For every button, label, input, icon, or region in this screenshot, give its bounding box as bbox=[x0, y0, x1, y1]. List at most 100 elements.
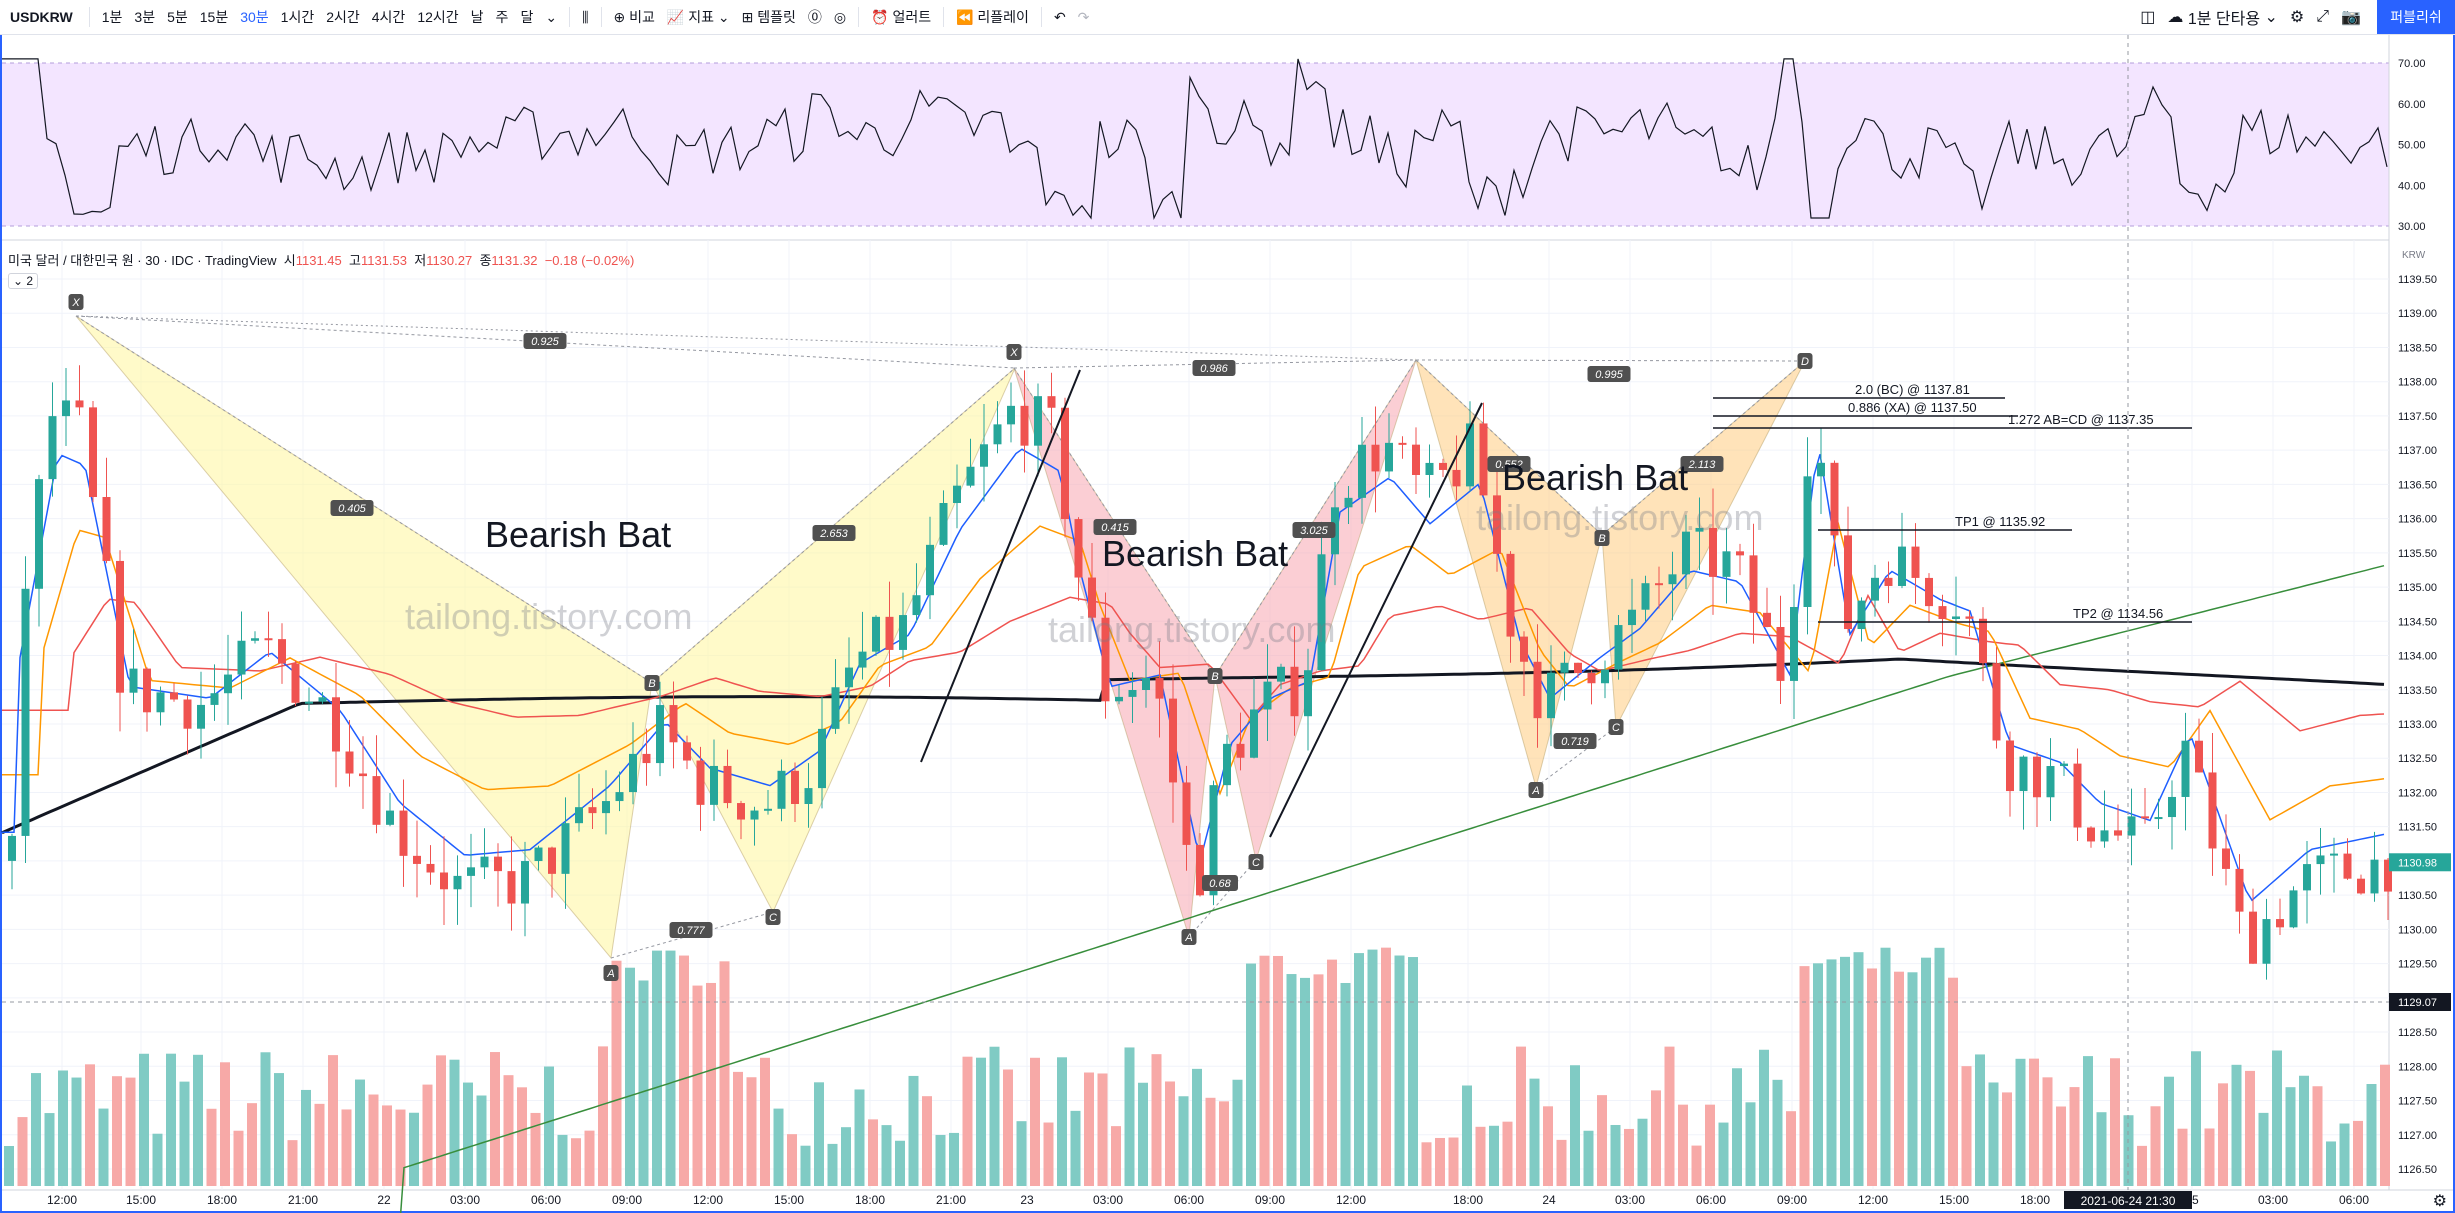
ratio-label: 0.986 bbox=[1200, 363, 1228, 375]
volume-bar bbox=[2042, 1077, 2053, 1186]
interval-1분[interactable]: 1분 bbox=[101, 9, 123, 25]
target-label: TP1 @ 1135.92 bbox=[1955, 514, 2045, 529]
volume-bar bbox=[1894, 971, 1904, 1186]
candle-body bbox=[210, 693, 219, 705]
interval-dropdown-icon[interactable]: ⌄ bbox=[545, 8, 558, 25]
interval-3분[interactable]: 3분 bbox=[134, 9, 156, 25]
indicator-chart-icon: 📈 bbox=[666, 8, 689, 25]
compare-button[interactable]: ⊕ 비교 bbox=[608, 0, 661, 34]
candle-body bbox=[588, 807, 597, 814]
volume-bar bbox=[301, 1089, 311, 1186]
candle-body bbox=[1061, 407, 1069, 520]
indicator-count: 2 bbox=[26, 274, 34, 288]
time-tick-label: 03:00 bbox=[2258, 1193, 2288, 1207]
volume-bar bbox=[706, 982, 716, 1186]
candle-body bbox=[534, 847, 543, 862]
volume-bar bbox=[166, 1053, 176, 1186]
volume-bar bbox=[1651, 1090, 1661, 1186]
interval-12시간[interactable]: 12시간 bbox=[417, 9, 459, 25]
templates-button[interactable]: ⊞ 템플릿 bbox=[736, 0, 802, 34]
watermark: tailong.tistory.com bbox=[1048, 609, 1336, 650]
volume-bar bbox=[1286, 974, 1297, 1186]
layout-label: 1분 단타용 bbox=[2187, 11, 2261, 28]
point-b-label: B bbox=[648, 678, 655, 690]
replay-button[interactable]: ⏪ 리플레이 bbox=[950, 0, 1035, 34]
price-tick-label: 1135.50 bbox=[2398, 548, 2437, 560]
high-label: 고 bbox=[348, 253, 361, 268]
interval-5분[interactable]: 5분 bbox=[167, 9, 188, 25]
volume-bar bbox=[2353, 1120, 2363, 1186]
candle-body bbox=[2154, 817, 2163, 820]
interval-달[interactable]: 달 bbox=[520, 9, 534, 25]
time-tick-label: 12:00 bbox=[1858, 1193, 1888, 1207]
hotkey-icon[interactable]: ⓪ bbox=[807, 9, 822, 25]
ratio-label: 2.113 bbox=[1688, 459, 1717, 471]
volume-bar bbox=[1610, 1124, 1621, 1186]
symbol-search[interactable]: USDKRW bbox=[10, 9, 73, 25]
volume-bar bbox=[247, 1103, 257, 1186]
candle-body bbox=[2100, 830, 2109, 842]
candle-body bbox=[1871, 577, 1879, 601]
volume-bar bbox=[1192, 1068, 1202, 1186]
candle-body bbox=[1493, 495, 1501, 554]
undo-icon[interactable]: ↶ bbox=[1053, 8, 1066, 25]
candle-body bbox=[197, 704, 205, 729]
candle-body bbox=[1182, 782, 1191, 845]
volume-bar bbox=[98, 1108, 109, 1186]
time-tick-label: 24 bbox=[1542, 1193, 1556, 1207]
volume-bar bbox=[2299, 1075, 2309, 1186]
candle-body bbox=[2262, 919, 2271, 964]
volume-bar bbox=[1664, 1046, 1675, 1186]
trend-line bbox=[1269, 402, 1483, 838]
candle-style-icon[interactable]: ⫼ bbox=[582, 8, 589, 25]
interval-1시간[interactable]: 1시간 bbox=[280, 9, 315, 25]
volume-bar bbox=[1934, 947, 1945, 1186]
alert-button[interactable]: ⏰ 얼러트 bbox=[865, 0, 937, 34]
pattern-ratio-line bbox=[1013, 359, 1417, 369]
volume-bar bbox=[989, 1046, 1000, 1186]
interval-2시간[interactable]: 2시간 bbox=[326, 9, 360, 25]
publish-button[interactable]: 퍼블리쉬 bbox=[2377, 0, 2455, 34]
interval-15분[interactable]: 15분 bbox=[199, 9, 229, 25]
price-tick-label: 1139.50 bbox=[2398, 274, 2437, 286]
rsi-tick-label: 60.00 bbox=[2398, 99, 2426, 111]
ratio-label: 3.025 bbox=[1300, 525, 1328, 537]
candle-body bbox=[480, 856, 489, 868]
plus-circle-icon: ⊕ bbox=[613, 8, 630, 25]
indicators-button[interactable]: 📈 지표 ⌄ bbox=[666, 8, 730, 26]
volume-bar bbox=[827, 1143, 838, 1186]
time-tick-label: 15:00 bbox=[126, 1193, 156, 1207]
volume-bar bbox=[1975, 1054, 1985, 1186]
panel-layout-icon[interactable]: ◫ bbox=[2140, 9, 2156, 26]
volume-bar bbox=[1597, 1095, 1607, 1186]
camera-icon[interactable]: 📷 bbox=[2341, 9, 2361, 26]
candle-body bbox=[1128, 689, 1137, 697]
volume-bar bbox=[1367, 949, 1378, 1186]
indicator-collapse-button[interactable]: ⌄ 2 bbox=[8, 273, 39, 289]
redo-icon[interactable]: ↷ bbox=[1077, 8, 1090, 25]
crosshair-time-label: 2021-06-24 21:30 bbox=[2081, 1194, 2176, 1208]
interval-주[interactable]: 주 bbox=[495, 9, 509, 25]
point-a-label: A bbox=[1531, 785, 1539, 797]
ratio-label-bg bbox=[330, 500, 374, 516]
candle-body bbox=[845, 667, 853, 688]
candle-body bbox=[102, 497, 111, 561]
volume-bar bbox=[1448, 1137, 1459, 1186]
favorites-icon[interactable]: ◎ bbox=[833, 8, 847, 25]
fullscreen-icon[interactable]: ⤢ bbox=[2316, 8, 2330, 25]
settings-gear-icon[interactable]: ⚙ bbox=[2289, 9, 2305, 26]
interval-4시간[interactable]: 4시간 bbox=[371, 9, 406, 25]
time-tick-label: 12:00 bbox=[693, 1193, 723, 1207]
chart-settings-icon[interactable]: ⚙ bbox=[2432, 1193, 2447, 1210]
volume-bar bbox=[1097, 1073, 1108, 1186]
toolbar-divider bbox=[858, 7, 860, 27]
candle-body bbox=[750, 810, 759, 820]
interval-날[interactable]: 날 bbox=[470, 9, 484, 25]
point-d-label-bg bbox=[1797, 353, 1813, 369]
layout-button[interactable]: ☁ 1분 단타용 ⌄ bbox=[2161, 0, 2284, 34]
alarm-clock-icon: ⏰ bbox=[871, 8, 893, 25]
candle-body bbox=[1196, 844, 1204, 896]
interval-30분[interactable]: 30분 bbox=[240, 9, 269, 25]
candle-body bbox=[2046, 766, 2055, 798]
